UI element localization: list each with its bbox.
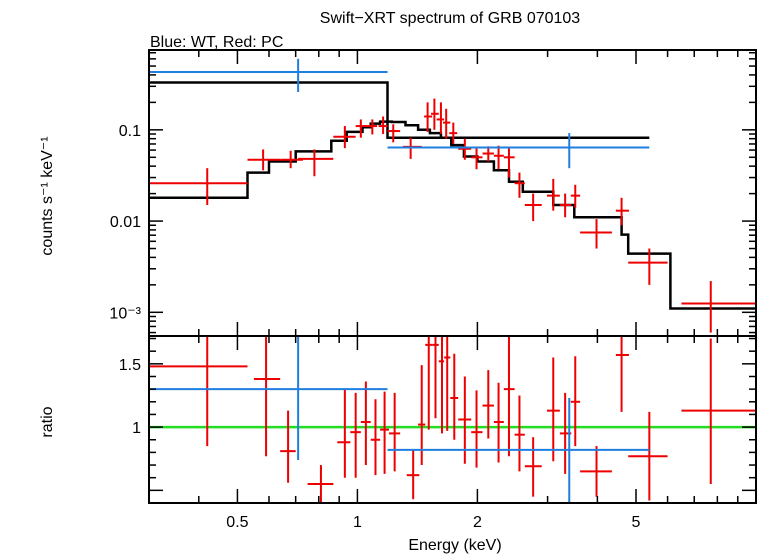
pc-spectrum-data-point: [493, 145, 504, 170]
pc-ratio-data-point: [149, 336, 248, 447]
wt-ratio-data-point: [387, 397, 650, 503]
pc-ratio-data-point: [444, 336, 451, 431]
pc-spectrum-data-point: [355, 119, 368, 138]
x-tick-label: 2: [473, 514, 482, 531]
pc-ratio-data-point: [380, 391, 389, 474]
pc-ratio-data-point: [253, 336, 281, 457]
pc-spectrum-data-point: [482, 146, 494, 162]
pc-spectrum-data-point: [681, 281, 756, 333]
pc-spectrum-data-point: [559, 193, 572, 218]
pc-model-step-line: [149, 120, 756, 310]
pc-spectrum-data-point: [424, 102, 433, 132]
pc-ratio-data-point: [615, 336, 629, 412]
pc-ratio-data-point: [482, 370, 494, 439]
pc-ratio-data-point: [471, 390, 483, 468]
pc-ratio-data-point: [388, 392, 401, 472]
pc-spectrum-data-point: [443, 108, 451, 139]
wt-model-step-line: [149, 81, 650, 139]
pc-spectrum-data-point: [431, 98, 439, 130]
pc-ratio-data-point: [307, 465, 334, 503]
chart-title: Swift−XRT spectrum of GRB 070103: [320, 10, 581, 27]
x-tick-label: 1: [353, 514, 362, 531]
pc-ratio-data-point: [628, 411, 668, 501]
spectrum-panel-frame: [148, 49, 757, 337]
pc-ratio-data-point: [450, 353, 459, 440]
pc-spectrum-data-point: [247, 149, 281, 171]
x-tick-label: 0.5: [226, 514, 248, 531]
pc-spectrum-data-point: [149, 168, 248, 206]
pc-spectrum-data-point: [367, 119, 378, 135]
spectrum-y-tick-label: 10⁻³: [109, 305, 141, 322]
pc-spectrum-data-point: [449, 122, 458, 144]
pc-spectrum-data-point: [387, 124, 401, 143]
ratio-y-axis-label: ratio: [39, 406, 56, 437]
spectrum-y-tick-label: 0.1: [119, 123, 141, 140]
pc-spectrum-data-point: [458, 138, 472, 160]
spectrum-y-axis-label: counts s⁻¹ keV⁻¹: [39, 136, 56, 255]
ratio-y-tick-label: 1: [132, 420, 141, 437]
pc-spectrum-data-point: [547, 178, 560, 211]
pc-spectrum-data-point: [570, 184, 581, 208]
pc-ratio-data-point: [280, 410, 296, 483]
pc-ratio-data-point: [360, 381, 371, 466]
pc-ratio-data-point: [524, 437, 542, 497]
pc-spectrum-data-point: [378, 116, 388, 135]
axes-layer: 0.1 0.01 10⁻³ 1 1.5 0.5 1 2 5: [109, 49, 757, 531]
pc-ratio-data-point: [418, 365, 426, 466]
ratio-y-tick-label: 1.5: [119, 357, 141, 374]
pc-spectrum-data-point: [524, 193, 542, 222]
pc-ratio-data-point: [547, 357, 560, 462]
wt-spectrum-data-point: [387, 133, 650, 169]
pc-ratio-data-point: [438, 336, 445, 434]
wt-ratio-data-point: [149, 336, 388, 460]
pc-ratio-data-point: [570, 356, 581, 447]
pc-spectrum-data-point: [628, 248, 668, 285]
pc-spectrum-data-point: [436, 102, 445, 135]
pc-spectrum-data-point: [615, 197, 629, 226]
pc-ratio-data-point: [406, 449, 420, 500]
pc-spectrum-data-point: [333, 126, 356, 149]
pc-spectrum-data-point: [580, 219, 612, 249]
x-axis-label: Energy (keV): [408, 537, 501, 554]
pc-ratio-data-point: [432, 336, 439, 419]
chart-subtitle: Blue: WT, Red: PC: [150, 34, 283, 51]
data-layer: [149, 58, 756, 503]
pc-ratio-data-point: [370, 399, 381, 476]
pc-ratio-data-point: [580, 446, 612, 497]
pc-ratio-data-point: [503, 336, 515, 457]
pc-spectrum-data-point: [514, 172, 525, 198]
pc-spectrum-data-point: [298, 149, 334, 177]
pc-ratio-data-point: [681, 338, 756, 485]
pc-spectrum-data-point: [471, 146, 483, 170]
pc-ratio-data-point: [337, 389, 351, 478]
pc-spectrum-data-point: [503, 147, 515, 178]
spectrum-y-tick-label: 0.01: [110, 214, 141, 231]
ratio-panel-frame: [148, 335, 757, 504]
wt-spectrum-data-point: [149, 58, 388, 92]
pc-ratio-data-point: [425, 336, 433, 430]
pc-ratio-data-point: [514, 395, 525, 472]
pc-ratio-data-point: [350, 392, 361, 478]
x-tick-label: 5: [632, 514, 641, 531]
